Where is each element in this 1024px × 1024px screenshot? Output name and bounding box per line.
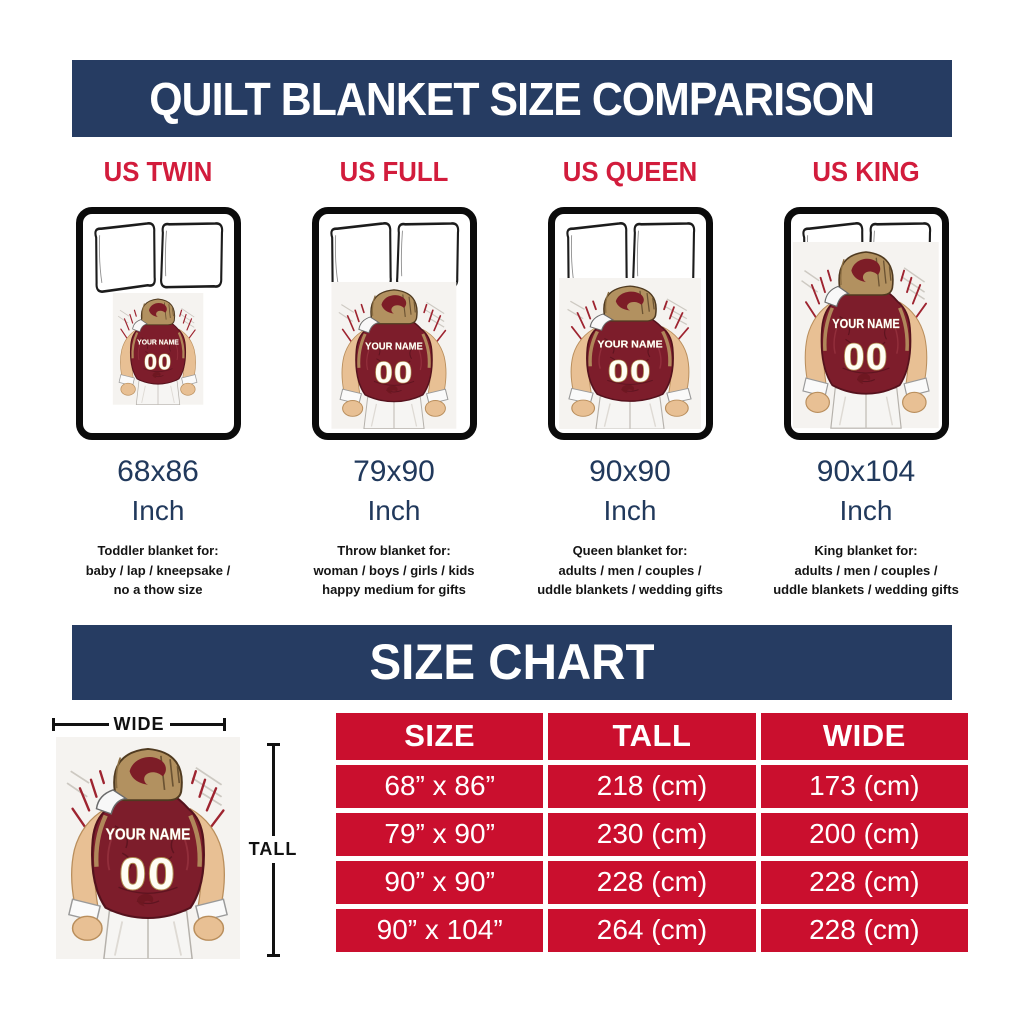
- dimension-unit: Inch: [839, 495, 893, 526]
- arrow-line: [169, 723, 223, 726]
- description-line: baby / lap / kneepsake /: [85, 562, 231, 578]
- column-label: US QUEEN: [562, 156, 698, 187]
- jersey-blanket-icon: [559, 277, 701, 429]
- bed-illustration: [783, 207, 949, 440]
- arrow-line: [271, 745, 275, 836]
- size-chart-section: WIDE TALL SIZE TALL WIDE 68” x 86” 218 (…: [52, 712, 968, 959]
- table-cell: 68” x 86”: [336, 764, 544, 808]
- blanket-description: Throw blanket for: woman / boys / girls …: [283, 541, 505, 600]
- dimension-unit: Inch: [131, 495, 185, 526]
- description-line: no a thow size: [113, 582, 203, 597]
- arrow-end-cap: [266, 742, 280, 746]
- table-cell: 264 (cm): [548, 908, 756, 952]
- description-line: adults / men / couples /: [794, 562, 938, 578]
- column-label: US KING: [812, 156, 920, 187]
- arrow-end-cap: [223, 718, 226, 731]
- size-chart-bar: SIZE CHART: [72, 624, 952, 700]
- bed-illustration: [75, 207, 241, 440]
- arrow-line: [271, 863, 275, 954]
- dimension-value: 68x86: [117, 455, 199, 488]
- table-cell: 228 (cm): [548, 860, 756, 904]
- column-label: US TWIN: [103, 156, 213, 187]
- dimension-unit: Inch: [367, 495, 421, 526]
- description-line: Toddler blanket for:: [97, 543, 219, 558]
- table-header-size: SIZE: [336, 712, 544, 760]
- size-column-queen: US QUEEN 90x90 Inch Queen blanket for: a…: [519, 158, 741, 600]
- dimension-value: 90x90: [589, 455, 671, 488]
- description-line: uddle blankets / wedding gifts: [773, 582, 959, 597]
- description-line: Queen blanket for:: [572, 543, 688, 558]
- table-header-tall: TALL: [548, 712, 756, 760]
- tall-label: TALL: [248, 839, 298, 859]
- page-title: QUILT BLANKET SIZE COMPARISON: [149, 72, 876, 125]
- arrow-line: [55, 723, 109, 726]
- table-cell: 218 (cm): [548, 764, 756, 808]
- size-column-full: US FULL 79x90 Inch Throw blanket for: wo…: [283, 158, 505, 600]
- jersey-blanket-icon: [792, 242, 940, 429]
- jersey-blanket-icon: [331, 281, 457, 429]
- blanket-description: Toddler blanket for: baby / lap / kneeps…: [47, 541, 269, 600]
- title-bar: QUILT BLANKET SIZE COMPARISON: [72, 60, 952, 137]
- blanket-description: Queen blanket for: adults / men / couple…: [519, 541, 741, 600]
- description-line: adults / men / couples /: [558, 562, 702, 578]
- blanket-description: King blanket for: adults / men / couples…: [755, 541, 977, 600]
- dimension-value: 79x90: [353, 455, 435, 488]
- arrow-end-cap: [266, 953, 280, 957]
- jersey-measure-icon: [56, 737, 240, 959]
- table-cell: 90” x 90”: [336, 860, 544, 904]
- description-line: King blanket for:: [814, 543, 918, 558]
- table-cell: 200 (cm): [760, 812, 968, 856]
- dimension-value: 90x104: [816, 455, 916, 488]
- description-line: uddle blankets / wedding gifts: [537, 582, 723, 597]
- blanket-dimensions: 68x86 Inch: [47, 455, 269, 527]
- column-label: US FULL: [339, 156, 449, 187]
- size-column-twin: US TWIN 68x86 Inch Toddler blanket for: …: [47, 158, 269, 600]
- blanket-dimensions: 79x90 Inch: [283, 455, 505, 527]
- wide-arrow: WIDE: [42, 713, 226, 737]
- description-line: Throw blanket for:: [337, 543, 451, 558]
- bed-illustration: [547, 207, 713, 440]
- description-line: woman / boys / girls / kids: [313, 562, 475, 578]
- bed-illustration: [311, 207, 477, 440]
- arrow-end-cap: [52, 718, 55, 731]
- blanket-dimensions: 90x104 Inch: [755, 455, 977, 527]
- table-cell: 230 (cm): [548, 812, 756, 856]
- wide-label: WIDE: [113, 714, 165, 734]
- jersey-blanket-icon: [112, 292, 204, 405]
- size-column-king: US KING 90x104 Inch King blanket for: ad…: [755, 158, 977, 600]
- dimension-unit: Inch: [603, 495, 657, 526]
- table-cell: 228 (cm): [760, 908, 968, 952]
- table-cell: 173 (cm): [760, 764, 968, 808]
- size-chart-table: SIZE TALL WIDE 68” x 86” 218 (cm) 173 (c…: [336, 712, 968, 959]
- measurement-figure: WIDE TALL: [52, 713, 322, 959]
- table-cell: 90” x 104”: [336, 908, 544, 952]
- size-chart-title: SIZE CHART: [369, 634, 655, 690]
- size-comparison-row: US TWIN 68x86 Inch Toddler blanket for: …: [47, 158, 977, 600]
- table-cell: 79” x 90”: [336, 812, 544, 856]
- blanket-dimensions: 90x90 Inch: [519, 455, 741, 527]
- pillows-icon: [93, 219, 225, 294]
- table-cell: 228 (cm): [760, 860, 968, 904]
- table-header-wide: WIDE: [760, 712, 968, 760]
- description-line: happy medium for gifts: [322, 582, 466, 597]
- tall-arrow: TALL: [240, 742, 306, 957]
